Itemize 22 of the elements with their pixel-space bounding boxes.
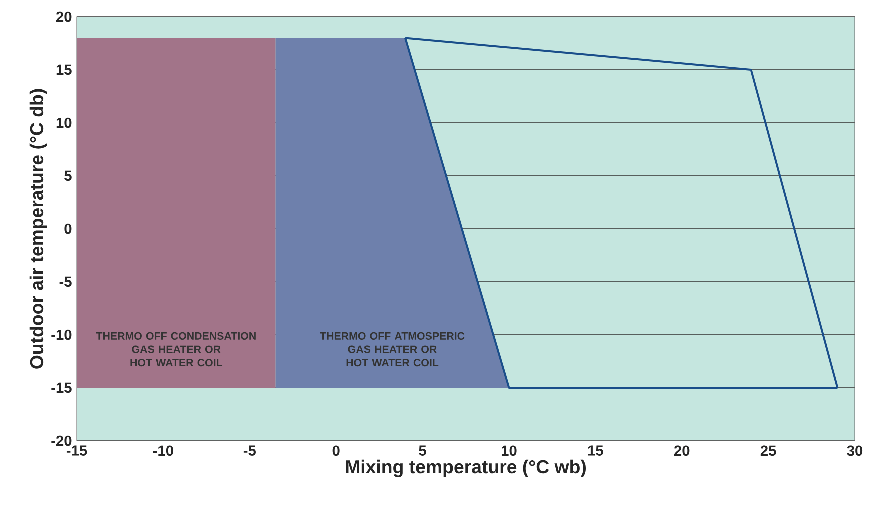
y-tick-label: -5 <box>60 276 72 288</box>
annotation: THERMO OFF ATMOSPERIC GAS HEATER OR HOT WATER COIL <box>320 332 465 367</box>
annotation: THERMO OFF CONDENSATION GAS HEATER OR HOT WATER COIL <box>96 332 256 367</box>
x-tick-label: 10 <box>502 446 517 456</box>
y-tick-label: -20 <box>52 436 72 446</box>
x-tick-label: 30 <box>847 446 863 456</box>
y-tick-label: 5 <box>64 170 72 182</box>
y-axis-title: Outdoor air temperature (°C db) <box>30 89 48 369</box>
x-tick-label: 20 <box>674 446 690 456</box>
x-tick-label: 5 <box>419 446 426 456</box>
x-tick-label: 25 <box>760 446 776 456</box>
y-tick-label: 15 <box>56 64 72 76</box>
y-tick-label: -10 <box>52 330 72 340</box>
y-tick-label: 20 <box>56 12 72 22</box>
x-tick-label: -10 <box>153 446 174 456</box>
x-tick-label: -5 <box>244 446 256 456</box>
x-axis-title: Mixing temperature (°C wb) <box>346 460 586 478</box>
y-tick-label: -15 <box>52 382 72 394</box>
y-tick-label: 0 <box>64 224 72 234</box>
x-tick-label: 15 <box>588 446 604 456</box>
x-tick-label: 0 <box>332 446 340 456</box>
y-tick-label: 10 <box>56 118 72 128</box>
